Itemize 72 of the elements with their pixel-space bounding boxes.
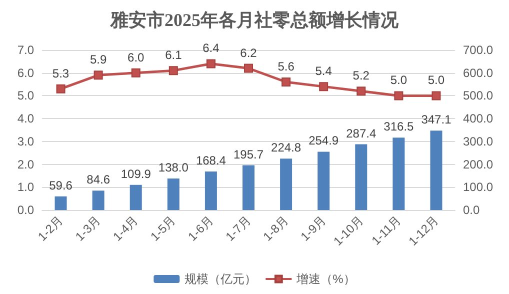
- bar: [430, 130, 442, 210]
- y2-tick-label: 600.0: [463, 66, 494, 80]
- data-label: 5.0: [428, 73, 445, 88]
- y-tick-label: 0.0: [17, 203, 34, 217]
- point: [244, 64, 253, 73]
- bar: [355, 144, 368, 210]
- data-label: 5.2: [352, 68, 370, 83]
- x-tick-label: 1-9月: [298, 213, 329, 244]
- data-label: 316.5: [384, 120, 414, 134]
- bar: [130, 184, 142, 210]
- data-label: 224.8: [271, 140, 302, 155]
- data-label: 254.9: [308, 134, 339, 148]
- y-tick-label: 4.0: [17, 112, 34, 126]
- point: [319, 82, 328, 92]
- x-tick-label: 1-11月: [368, 213, 404, 248]
- y2-tick-label: 500.0: [463, 88, 494, 103]
- x-tick-label: 1-8月: [260, 213, 291, 244]
- x-tick-label: 1-3月: [72, 213, 104, 244]
- data-label: 6.0: [128, 50, 145, 64]
- y-tick-label: 7.0: [17, 43, 34, 57]
- point: [94, 70, 103, 80]
- data-label: 84.6: [86, 172, 110, 187]
- data-label: 5.6: [278, 60, 295, 74]
- y-tick-label: 1.0: [17, 180, 34, 194]
- point: [394, 91, 404, 100]
- data-label: 138.0: [158, 160, 189, 174]
- data-label: 347.1: [421, 112, 452, 127]
- data-label: 5.0: [390, 73, 408, 88]
- point: [56, 84, 66, 94]
- x-tick-label: 1-6月: [185, 213, 216, 244]
- y-tick-label: 3.0: [17, 134, 34, 148]
- data-label: 6.1: [165, 48, 182, 62]
- bar: [204, 172, 217, 210]
- y2-tick-label: 700.0: [463, 43, 494, 57]
- y2-tick-label: 200.0: [463, 157, 494, 172]
- data-label: 5.3: [52, 66, 70, 80]
- data-label: 5.9: [90, 52, 107, 67]
- bar: [318, 152, 330, 210]
- data-label: 59.6: [49, 178, 73, 192]
- data-label: 6.2: [240, 46, 258, 60]
- point: [131, 68, 140, 78]
- bar: [392, 138, 405, 210]
- data-label: 109.9: [120, 166, 152, 181]
- legend-label: 增速（%）: [296, 272, 356, 286]
- data-label: 5.4: [315, 64, 332, 78]
- y-tick-label: 5.0: [17, 88, 34, 103]
- data-label: 6.4: [202, 41, 220, 56]
- point: [206, 59, 216, 68]
- y2-tick-label: 100.0: [463, 180, 494, 194]
- point: [356, 86, 366, 96]
- y-tick-label: 6.0: [17, 66, 34, 80]
- bar: [280, 158, 292, 210]
- data-label: 168.4: [196, 154, 226, 168]
- x-tick-label: 1-4月: [110, 213, 141, 244]
- y-tick-label: 2.0: [17, 157, 34, 172]
- x-tick-label: 1-5月: [148, 213, 178, 244]
- x-tick-label: 1-7月: [222, 213, 254, 244]
- legend-label: 规模（亿元）: [184, 272, 257, 286]
- y2-tick-label: 300.0: [463, 134, 494, 148]
- x-tick-label: 1-2月: [35, 213, 66, 244]
- data-label: 287.4: [346, 126, 376, 140]
- data-label: 195.7: [233, 147, 264, 162]
- point: [168, 66, 178, 76]
- chart-title: 雅安市2025年各月社零总额增长情况: [110, 10, 400, 30]
- point: [432, 91, 441, 100]
- bar: [92, 190, 104, 210]
- point: [282, 78, 291, 86]
- bar: [167, 178, 180, 210]
- y2-tick-label: 0.0: [463, 203, 480, 217]
- bar: [242, 165, 254, 210]
- bar: [54, 196, 67, 210]
- y2-tick-label: 400.0: [463, 112, 494, 126]
